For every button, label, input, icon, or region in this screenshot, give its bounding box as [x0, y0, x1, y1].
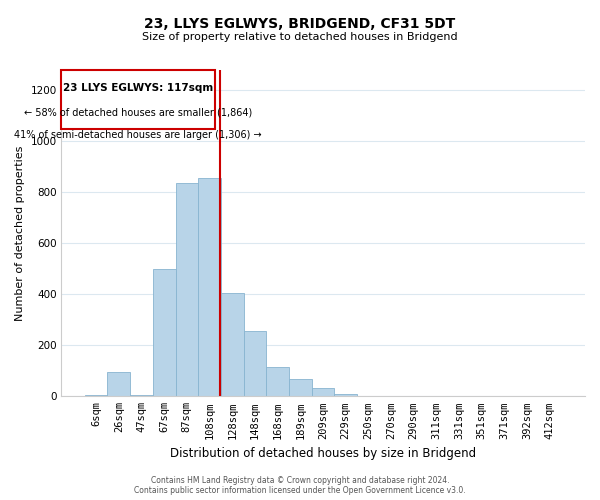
Bar	[289, 379, 311, 396]
Text: 23 LLYS EGLWYS: 117sqm: 23 LLYS EGLWYS: 117sqm	[63, 83, 213, 93]
Bar	[221, 293, 244, 397]
Bar	[130, 395, 153, 396]
Bar	[198, 178, 221, 396]
Bar	[153, 269, 176, 396]
Bar	[311, 388, 334, 396]
Bar	[107, 372, 130, 396]
Bar	[266, 367, 289, 396]
Text: Size of property relative to detached houses in Bridgend: Size of property relative to detached ho…	[142, 32, 458, 42]
FancyBboxPatch shape	[61, 70, 215, 128]
Text: 23, LLYS EGLWYS, BRIDGEND, CF31 5DT: 23, LLYS EGLWYS, BRIDGEND, CF31 5DT	[145, 18, 455, 32]
Bar	[176, 184, 198, 396]
Text: Contains HM Land Registry data © Crown copyright and database right 2024.
Contai: Contains HM Land Registry data © Crown c…	[134, 476, 466, 495]
Y-axis label: Number of detached properties: Number of detached properties	[15, 146, 25, 321]
Bar	[334, 394, 357, 396]
Bar	[85, 395, 107, 396]
Text: ← 58% of detached houses are smaller (1,864): ← 58% of detached houses are smaller (1,…	[24, 108, 252, 118]
Text: 41% of semi-detached houses are larger (1,306) →: 41% of semi-detached houses are larger (…	[14, 130, 262, 140]
Bar	[244, 330, 266, 396]
X-axis label: Distribution of detached houses by size in Bridgend: Distribution of detached houses by size …	[170, 447, 476, 460]
